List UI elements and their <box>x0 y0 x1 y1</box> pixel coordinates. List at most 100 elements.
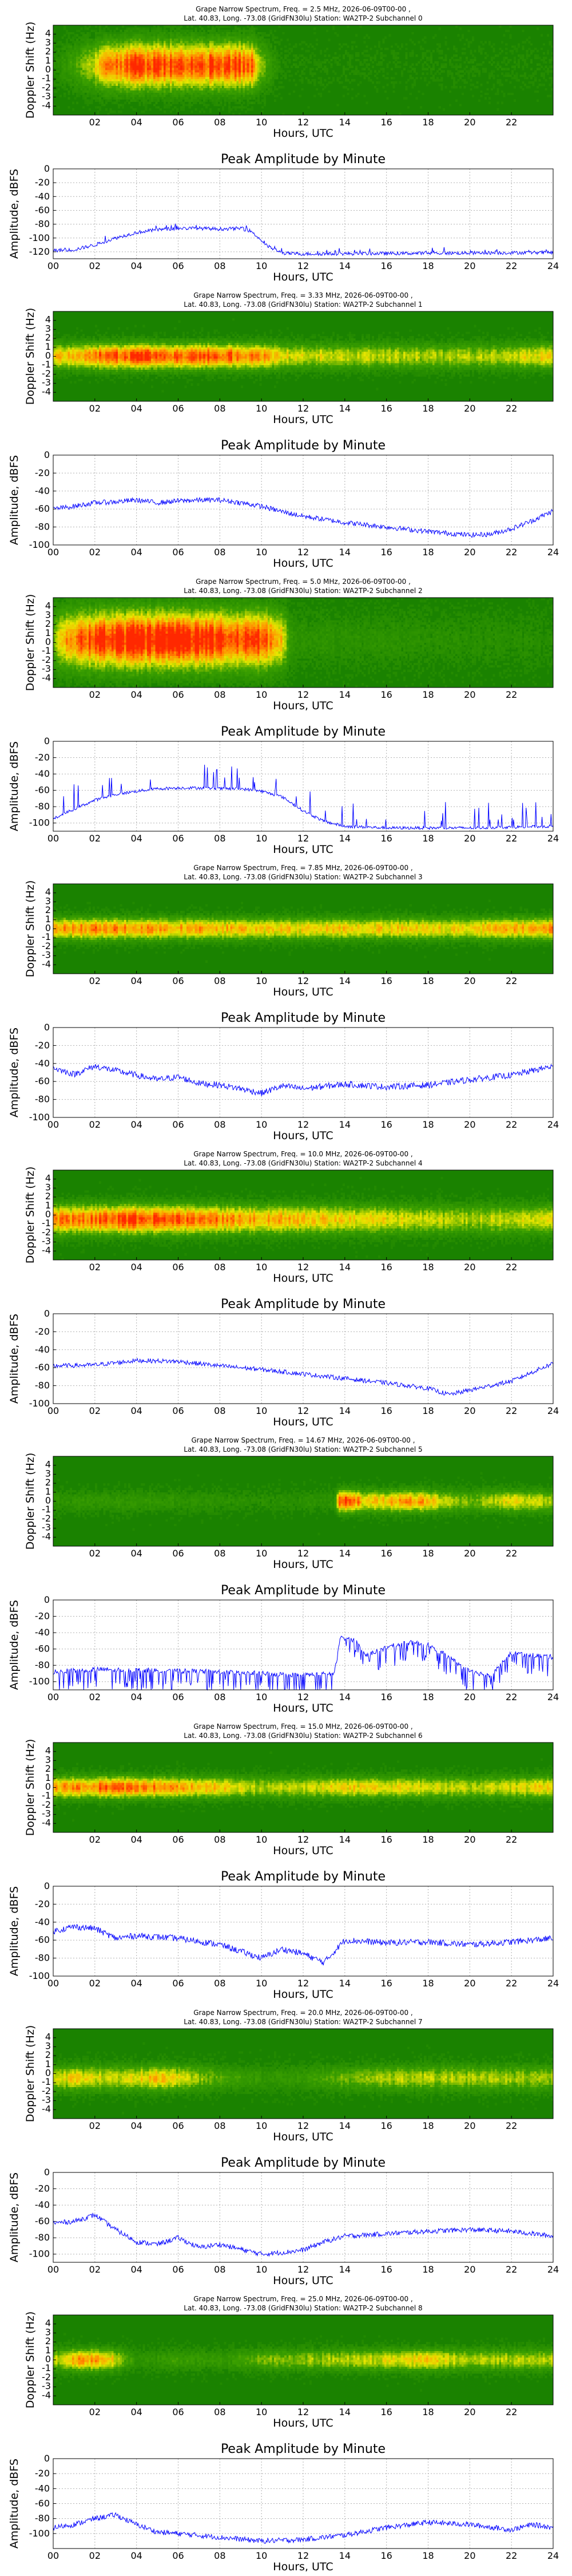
spectrogram-cell <box>95 77 97 79</box>
spectrogram-cell <box>151 68 153 70</box>
spectrogram-cell <box>260 77 262 79</box>
spectrogram-cell <box>109 43 112 45</box>
spectrogram-cell <box>122 25 124 27</box>
spectrogram-cell <box>257 72 260 74</box>
spectrogram-cell <box>283 59 285 61</box>
spectrogram-cell <box>272 72 274 74</box>
spectrogram-cell <box>63 43 66 45</box>
spectrogram-cell <box>97 79 99 81</box>
spectrogram-cell <box>172 84 174 86</box>
spectrogram-cell <box>224 64 227 66</box>
spectrogram-cell <box>172 48 174 50</box>
spectrogram-cell <box>224 88 227 90</box>
spectrogram-cell <box>145 81 147 84</box>
spectrogram-cell <box>170 59 172 61</box>
spectrogram-cell <box>85 66 87 68</box>
spectrogram-cell <box>143 50 145 52</box>
spectrogram-cell <box>203 74 205 77</box>
spectrogram-cell <box>141 77 143 79</box>
spectrogram-cell <box>82 95 85 97</box>
spectrogram-cell <box>63 88 66 90</box>
spectrogram-cell <box>199 88 201 90</box>
spectrogram-cell <box>74 59 76 61</box>
spectrogram-cell <box>157 59 160 61</box>
spectrogram-cell <box>247 45 249 48</box>
spectrogram-cell <box>205 93 208 95</box>
spectrogram-cell <box>260 64 262 66</box>
spectrogram-cell <box>189 34 191 37</box>
spectrogram-cell <box>118 54 120 57</box>
spectrogram-cell <box>172 45 174 48</box>
spectrogram-cell <box>189 37 191 39</box>
spectrogram-cell <box>209 79 212 81</box>
spectrogram-cell <box>89 50 91 52</box>
spectrogram-cell <box>101 77 104 79</box>
spectrogram-cell <box>251 39 253 41</box>
spectrogram-cell <box>126 50 128 52</box>
spectrogram-cell <box>149 86 152 88</box>
spectrogram-cell <box>137 27 139 30</box>
spectrogram-cell <box>145 37 147 39</box>
spectrogram-cell <box>197 74 199 77</box>
spectrogram-cell <box>89 95 91 97</box>
spectrogram-cell <box>228 93 231 95</box>
spectrogram-cell <box>67 72 70 74</box>
spectrogram-cell <box>239 79 241 81</box>
spectrogram-cell <box>249 57 251 59</box>
spectrogram-cell <box>112 52 114 54</box>
spectrogram-cell <box>335 61 337 64</box>
spectrogram-cell <box>120 32 122 34</box>
spectrogram-cell <box>126 68 128 70</box>
spectrogram-cell <box>164 25 166 27</box>
spectrogram-cell <box>241 95 243 97</box>
spectrogram-cell <box>72 70 74 73</box>
spectrogram-cell <box>243 64 245 66</box>
spectrogram-cell <box>201 88 204 90</box>
spectrogram-cell <box>72 64 74 66</box>
spectrogram-cell <box>226 54 228 57</box>
spectrogram-cell <box>78 93 81 95</box>
spectrogram-cell <box>85 84 87 86</box>
spectrogram-cell <box>264 104 266 106</box>
spectrogram-cell <box>143 32 145 34</box>
spectrogram-cell <box>157 106 160 108</box>
spectrogram-cell <box>138 97 141 100</box>
spectrogram-cell <box>313 79 316 81</box>
spectrogram-cell <box>231 77 233 79</box>
spectrogram-cell <box>190 110 193 113</box>
spectrogram-cell <box>145 97 147 100</box>
spectrogram-cell <box>130 93 133 95</box>
spectrogram-cell <box>74 74 76 77</box>
spectrogram-cell <box>138 88 141 90</box>
spectrogram-cell <box>174 93 176 95</box>
spectrogram-cell <box>218 108 220 110</box>
spectrogram-cell <box>184 39 186 41</box>
spectrogram-cell <box>307 79 309 81</box>
spectrogram-cell <box>143 59 145 61</box>
spectrogram-cell <box>134 108 137 110</box>
spectrogram-cell <box>149 64 152 66</box>
spectrogram-cell <box>147 86 149 88</box>
spectrogram-cell <box>103 90 105 93</box>
spectrogram-cell <box>112 61 114 64</box>
spectrogram-cell <box>335 59 337 61</box>
spectrogram-cell <box>189 74 191 77</box>
spectrogram-cell <box>155 54 157 57</box>
spectrogram-cell <box>231 90 233 93</box>
spectrogram-cell <box>222 50 224 52</box>
spectrogram-cell <box>116 54 118 57</box>
spectrogram-cell <box>203 86 205 88</box>
spectrogram-cell <box>132 54 134 57</box>
spectrogram-cell <box>153 37 156 39</box>
spectrogram-cell <box>189 48 191 50</box>
spectrogram-cell <box>59 64 62 66</box>
spectrogram-cell <box>168 25 170 27</box>
spectrogram-cell <box>251 41 253 43</box>
spectrogram-cell <box>264 72 266 74</box>
spectrogram-cell <box>253 86 256 88</box>
spectrogram-cell <box>231 79 233 81</box>
spectrogram-cell <box>66 57 68 59</box>
spectrogram-cell <box>193 100 195 102</box>
spectrogram-cell <box>261 57 264 59</box>
spectrogram-cell <box>57 41 59 43</box>
